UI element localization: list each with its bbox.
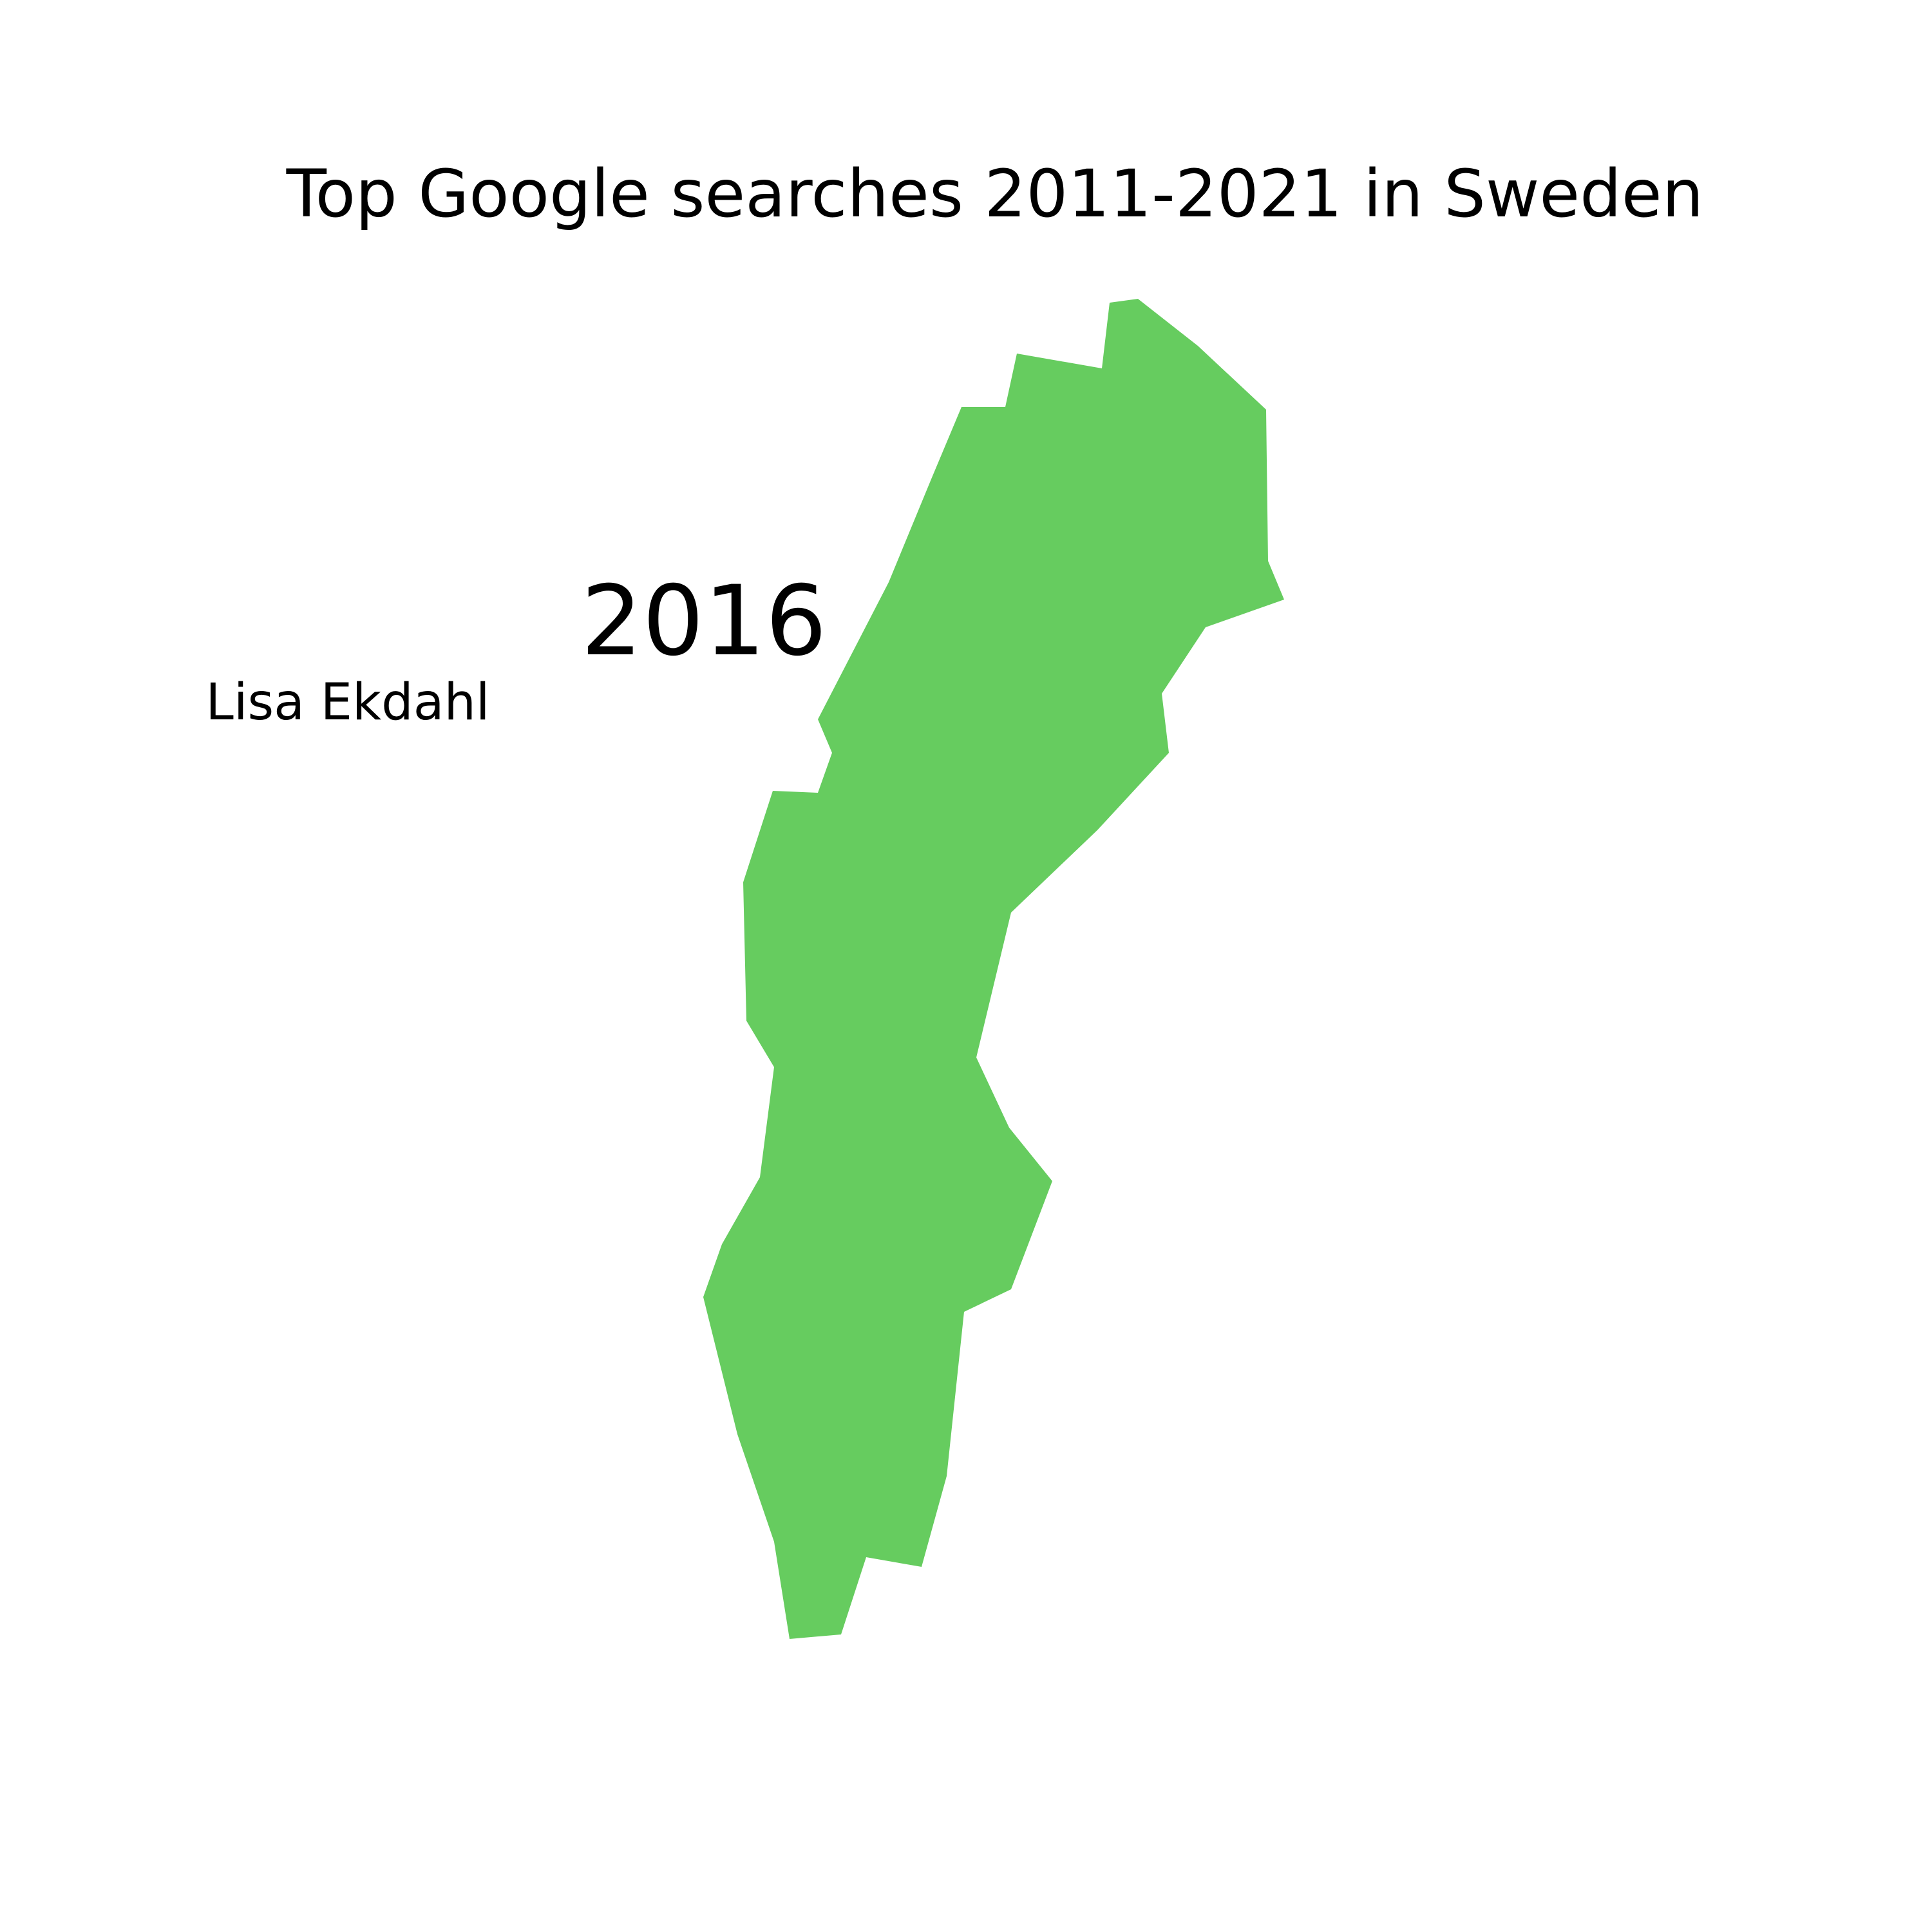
sweden-shape	[703, 299, 1284, 1639]
top-search-label: Lisa Ekdahl	[205, 674, 489, 732]
map-title: Top Google searches 2011-2021 in Sweden	[286, 156, 1704, 232]
year-label: 2016	[581, 565, 827, 677]
